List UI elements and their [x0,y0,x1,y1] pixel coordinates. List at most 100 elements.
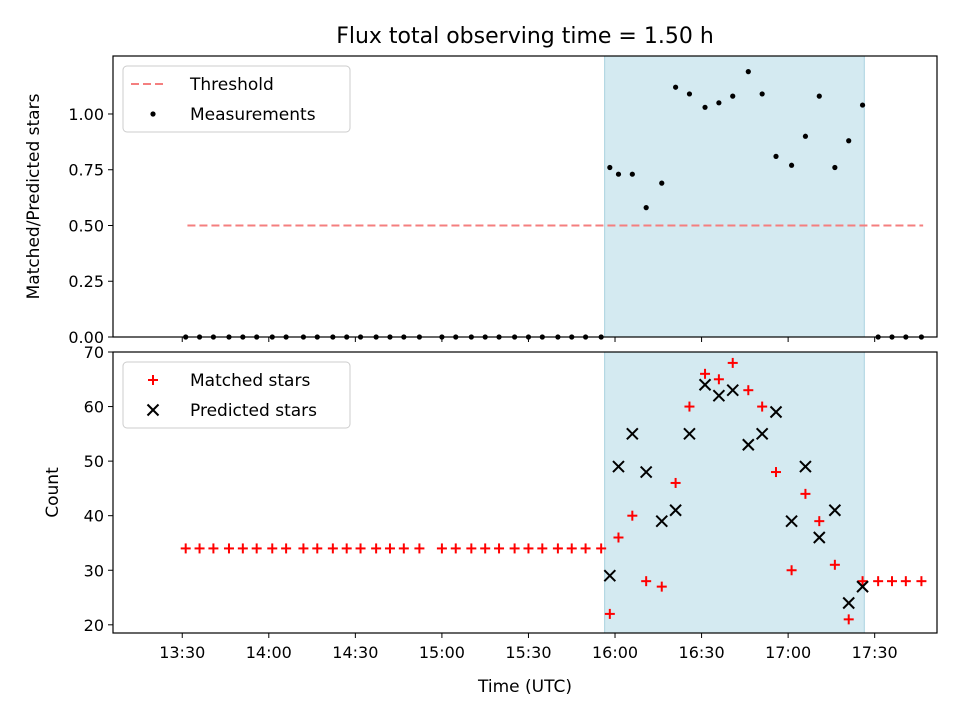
bottom-point-0-3 [223,543,234,554]
top-point-0-37 [716,100,722,106]
bottom-point-1-9 [726,383,739,397]
top-point-0-32 [643,205,649,211]
x-tick-label: 15:30 [505,643,551,662]
bottom-point-1-1 [612,460,625,473]
bottom-point-0-15 [398,543,409,554]
bottom-point-1-13 [785,514,798,528]
x-tick-label: 13:30 [159,643,205,662]
bottom-point-0-46 [843,614,854,625]
bottom-point-0-38 [727,357,738,368]
top-point-0-47 [859,102,866,108]
bottom-point-0-33 [656,581,667,592]
bottom-series-matched-stars [180,357,927,625]
bottom-point-1-12-b [769,405,783,419]
bottom-point-0-16 [414,543,425,554]
bottom-point-1-2 [626,427,639,441]
bottom-point-0-49 [886,576,897,587]
top-point-0-46 [846,138,852,144]
bottom-point-0-2 [208,543,219,554]
bottom-point-0-24 [537,543,548,554]
top-point-0-38 [730,93,736,99]
bottom-legend-handle [146,403,160,417]
bottom-point-0-0 [180,543,191,554]
bottom-point-1-5 [669,504,682,517]
bottom-point-1-17-b [842,596,855,610]
bottom-point-1-7 [698,378,712,391]
bottom-point-1-16-b [828,504,842,517]
bottom-point-1-11 [755,427,769,441]
top-point-0-34 [673,84,679,90]
top-y-tick-label: 1.00 [68,105,104,124]
bottom-point-1-2-b [626,427,639,441]
bottom-point-0-11 [341,543,352,554]
bottom-point-1-0 [603,569,617,582]
top-point-0-42 [788,162,795,168]
bottom-y-tick-label: 40 [84,507,104,526]
top-point-0-44 [816,93,822,99]
top-y-tick-label: 0.75 [68,161,104,180]
bottom-y-tick-label: 60 [84,398,104,417]
top-y-tick-label: 0.25 [68,272,104,291]
bottom-point-0-42 [786,565,797,576]
bottom-observing-window [604,351,865,634]
top-point-0-41 [773,153,779,159]
bottom-y-tick-label: 30 [84,561,104,580]
bottom-legend-handle-b [146,403,160,417]
x-tick-label: 16:00 [592,643,638,662]
bottom-point-0-13 [371,543,382,554]
bottom-point-0-30 [613,532,624,543]
bottom-point-0-35 [684,401,695,412]
bottom-point-1-0-b [603,569,617,582]
bottom-point-0-4 [237,543,248,554]
top-point-0-43 [802,133,809,139]
bottom-point-1-15 [813,531,826,544]
bottom-point-0-27 [580,543,591,554]
bottom-point-0-9 [312,543,323,554]
bottom-point-1-3 [639,465,653,479]
bottom-point-1-15-b [813,531,826,544]
bottom-point-1-4-b [655,514,668,528]
top-legend-box [122,65,351,133]
bottom-point-1-8-b [712,389,726,402]
top-y-tick-label: 0.00 [68,328,104,347]
bottom-point-1-10 [742,438,755,451]
top-y-axis-label: Matched/Predicted stars [24,93,44,299]
top-point-0-45 [832,164,838,171]
bottom-point-0-8 [298,543,309,554]
bottom-point-0-7 [281,543,292,554]
bottom-point-1-13-b [785,514,798,528]
bottom-point-0-44 [814,516,825,527]
bottom-point-1-9-b [726,383,739,397]
bottom-legend-box [122,361,351,429]
top-legend-handle [150,111,156,117]
bottom-point-1-12 [769,405,783,419]
x-tick-label: 14:00 [246,643,292,662]
bottom-point-1-4 [655,514,668,528]
bottom-point-0-19 [466,543,477,554]
bottom-y-tick-label: 50 [84,452,104,471]
bottom-point-0-14 [384,543,395,554]
bottom-point-0-18 [450,543,461,554]
bottom-point-0-32 [641,576,652,587]
x-axis-label: Time (UTC) [477,677,572,697]
bottom-point-0-21 [494,543,505,554]
x-tick-label: 17:00 [765,643,811,662]
bottom-legend-label: Matched stars [190,371,310,391]
bottom-point-0-43 [800,488,811,499]
bottom-point-0-47 [857,576,868,587]
bottom-point-1-6-b [683,427,696,441]
top-legend-label: Threshold [189,75,274,95]
bottom-point-1-1-b [612,460,625,473]
bottom-point-0-29 [604,608,615,619]
bottom-point-1-6 [683,427,696,441]
bottom-point-1-8 [712,389,726,402]
bottom-point-0-5 [251,543,262,554]
top-point-0-40 [759,91,765,97]
top-point-0-29 [607,164,613,171]
bottom-point-0-28 [596,543,607,554]
bottom-point-0-22 [509,543,520,554]
bottom-point-1-14-b [799,460,812,473]
bottom-point-0-48 [873,576,884,587]
bottom-point-1-18-b [856,580,869,593]
